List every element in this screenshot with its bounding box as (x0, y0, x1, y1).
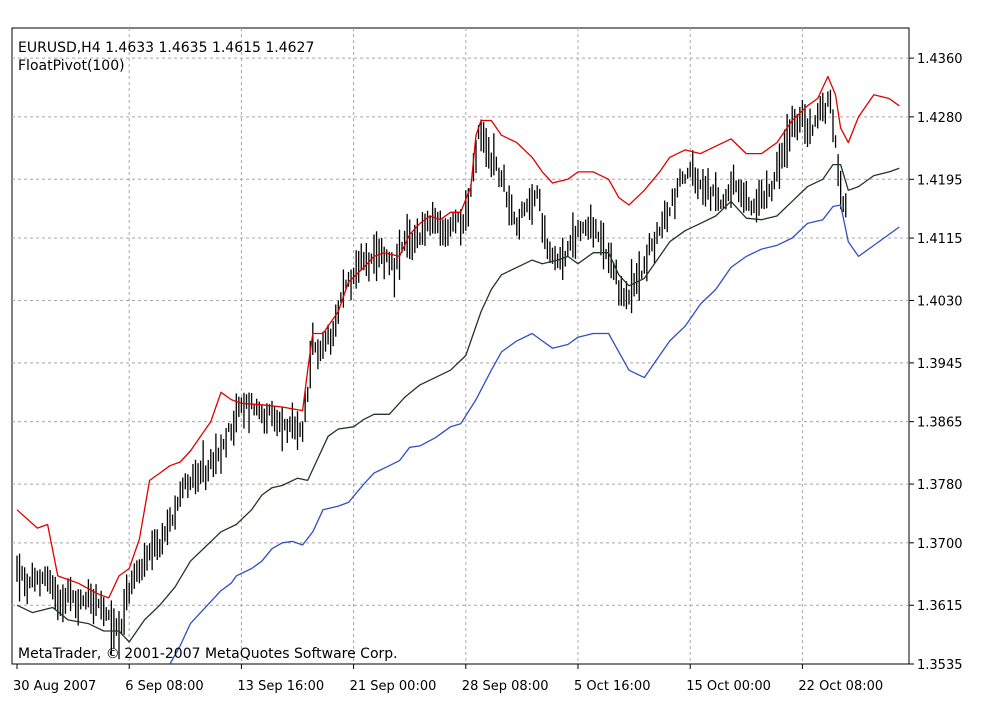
x-tick-label: 13 Sep 16:00 (237, 679, 324, 694)
x-tick-label: 28 Sep 08:00 (462, 679, 549, 694)
series-line-middle (16, 163, 900, 643)
x-tick-label: 5 Oct 16:00 (574, 679, 650, 694)
price-axis: 1.4360 1.4280 1.4195 1.4115 1.4030 1.3945 1.38… (909, 52, 963, 673)
x-tick-label: 15 Oct 00:00 (686, 679, 771, 694)
y-tick-label: 1.4280 (917, 111, 963, 126)
y-tick-label: 1.4195 (917, 173, 963, 188)
x-tick-label: 6 Sep 08:00 (125, 679, 204, 694)
y-tick-label: 1.3615 (917, 599, 963, 614)
x-tick-label: 21 Sep 00:00 (350, 679, 437, 694)
gridlines (12, 28, 909, 664)
plot-frame (11, 27, 910, 665)
x-tick-label: 22 Oct 08:00 (798, 679, 883, 694)
y-tick-label: 1.3945 (917, 357, 963, 372)
x-tick-label: 30 Aug 2007 (13, 679, 96, 694)
y-tick-label: 1.3780 (917, 478, 963, 493)
series-line-upper (16, 75, 900, 599)
y-tick-label: 1.4360 (917, 52, 963, 67)
y-tick-label: 1.4115 (917, 232, 963, 247)
y-tick-label: 1.3865 (917, 416, 963, 431)
series-line-lower (169, 204, 900, 665)
float-pivot-lines (16, 75, 900, 665)
y-tick-label: 1.4030 (917, 294, 963, 309)
time-axis: 30 Aug 2007 6 Sep 08:00 13 Sep 16:00 21 Sep… (13, 664, 883, 694)
price-bars (16, 89, 847, 660)
y-tick-label: 1.3535 (917, 658, 963, 673)
y-tick-label: 1.3700 (917, 537, 963, 552)
indicator-label: FloatPivot(100) (18, 58, 125, 74)
chart-title: EURUSD,H4 1.4633 1.4635 1.4615 1.4627 (18, 40, 314, 56)
copyright-text: MetaTrader, © 2001-2007 MetaQuotes Softw… (18, 646, 398, 662)
